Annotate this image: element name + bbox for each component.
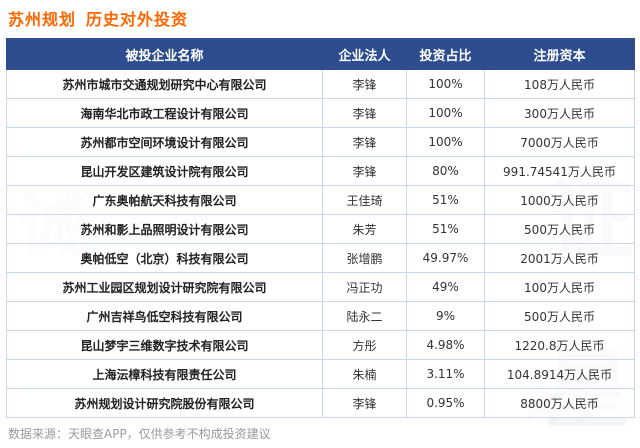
cell-capital: 2001万人民币 (484, 243, 635, 273)
cell-ratio: 0.95% (406, 388, 485, 418)
cell-legal: 张增鹏 (322, 243, 407, 273)
cell-company: 苏州工业园区规划设计研究院有限公司 (6, 272, 323, 302)
cell-legal: 李锋 (322, 388, 407, 418)
cell-capital: 104.8914万人民币 (484, 359, 635, 389)
header-investment-ratio: 投资占比 (406, 38, 485, 70)
cell-capital: 991.74541万人民币 (484, 156, 635, 186)
cell-ratio: 51% (406, 185, 485, 215)
cell-legal: 王佳琦 (322, 185, 407, 215)
cell-capital: 7000万人民币 (484, 127, 635, 157)
table-row: 苏州规划设计研究院股份有限公司 李锋 0.95% 8800万人民币 (6, 388, 635, 418)
data-source-note: 数据来源：天眼查APP，仅供参考不构成投资建议 (8, 427, 271, 441)
table-row: 上海沄樟科技有限责任公司 朱楠 3.11% 104.8914万人民币 (6, 359, 635, 389)
cell-legal: 李锋 (322, 69, 407, 99)
table-row: 广东奥帕航天科技有限公司 王佳琦 51% 1000万人民币 (6, 185, 635, 215)
cell-company: 上海沄樟科技有限责任公司 (6, 359, 323, 389)
cell-legal: 李锋 (322, 98, 407, 128)
cell-ratio: 49% (406, 272, 485, 302)
cell-ratio: 49.97% (406, 243, 485, 273)
cell-company: 昆山梦宇三维数字技术有限公司 (6, 330, 323, 360)
cell-company: 苏州和影上品照明设计有限公司 (6, 214, 323, 244)
cell-ratio: 100% (406, 127, 485, 157)
table-row: 昆山开发区建筑设计院有限公司 李锋 80% 991.74541万人民币 (6, 156, 635, 186)
table-row: 苏州市城市交通规划研究中心有限公司 李锋 100% 108万人民币 (6, 69, 635, 99)
table-header-row: 被投企业名称 企业法人 投资占比 注册资本 (6, 38, 635, 70)
cell-company: 苏州市城市交通规划研究中心有限公司 (6, 69, 323, 99)
cell-legal: 朱芳 (322, 214, 407, 244)
cell-capital: 8800万人民币 (484, 388, 635, 418)
cell-company: 昆山开发区建筑设计院有限公司 (6, 156, 323, 186)
cell-ratio: 9% (406, 301, 485, 331)
cell-company: 广州吉祥鸟低空科技有限公司 (6, 301, 323, 331)
title-company: 苏州规划 (8, 10, 77, 29)
table-row: 海南华北市政工程设计有限公司 李锋 100% 300万人民币 (6, 98, 635, 128)
cell-capital: 1220.8万人民币 (484, 330, 635, 360)
cell-legal: 朱楠 (322, 359, 407, 389)
header-legal-person: 企业法人 (322, 38, 407, 70)
cell-capital: 300万人民币 (484, 98, 635, 128)
title-section: 历史对外投资 (86, 10, 189, 29)
cell-ratio: 4.98% (406, 330, 485, 360)
table-row: 广州吉祥鸟低空科技有限公司 陆永二 9% 500万人民币 (6, 301, 635, 331)
table-row: 苏州都市空间环境设计有限公司 李锋 100% 7000万人民币 (6, 127, 635, 157)
cell-capital: 108万人民币 (484, 69, 635, 99)
cell-capital: 500万人民币 (484, 214, 635, 244)
cell-company: 奥帕低空（北京）科技有限公司 (6, 243, 323, 273)
cell-company: 苏州规划设计研究院股份有限公司 (6, 388, 323, 418)
cell-legal: 冯正功 (322, 272, 407, 302)
cell-legal: 李锋 (322, 127, 407, 157)
table-row: 昆山梦宇三维数字技术有限公司 方彤 4.98% 1220.8万人民币 (6, 330, 635, 360)
table-row: 苏州和影上品照明设计有限公司 朱芳 51% 500万人民币 (6, 214, 635, 244)
cell-ratio: 80% (406, 156, 485, 186)
cell-legal: 方彤 (322, 330, 407, 360)
cell-legal: 李锋 (322, 156, 407, 186)
page-title: 苏州规划 历史对外投资 (8, 6, 188, 30)
cell-company: 苏州都市空间环境设计有限公司 (6, 127, 323, 157)
investment-table: 被投企业名称 企业法人 投资占比 注册资本 苏州市城市交通规划研究中心有限公司 … (6, 38, 635, 418)
header-company-name: 被投企业名称 (6, 38, 323, 70)
cell-capital: 100万人民币 (484, 272, 635, 302)
cell-company: 广东奥帕航天科技有限公司 (6, 185, 323, 215)
cell-ratio: 100% (406, 98, 485, 128)
cell-company: 海南华北市政工程设计有限公司 (6, 98, 323, 128)
header-registered-capital: 注册资本 (484, 38, 635, 70)
table-row: 苏州工业园区规划设计研究院有限公司 冯正功 49% 100万人民币 (6, 272, 635, 302)
cell-capital: 500万人民币 (484, 301, 635, 331)
cell-ratio: 51% (406, 214, 485, 244)
cell-capital: 1000万人民币 (484, 185, 635, 215)
cell-ratio: 3.11% (406, 359, 485, 389)
cell-legal: 陆永二 (322, 301, 407, 331)
table-row: 奥帕低空（北京）科技有限公司 张增鹏 49.97% 2001万人民币 (6, 243, 635, 273)
cell-ratio: 100% (406, 69, 485, 99)
